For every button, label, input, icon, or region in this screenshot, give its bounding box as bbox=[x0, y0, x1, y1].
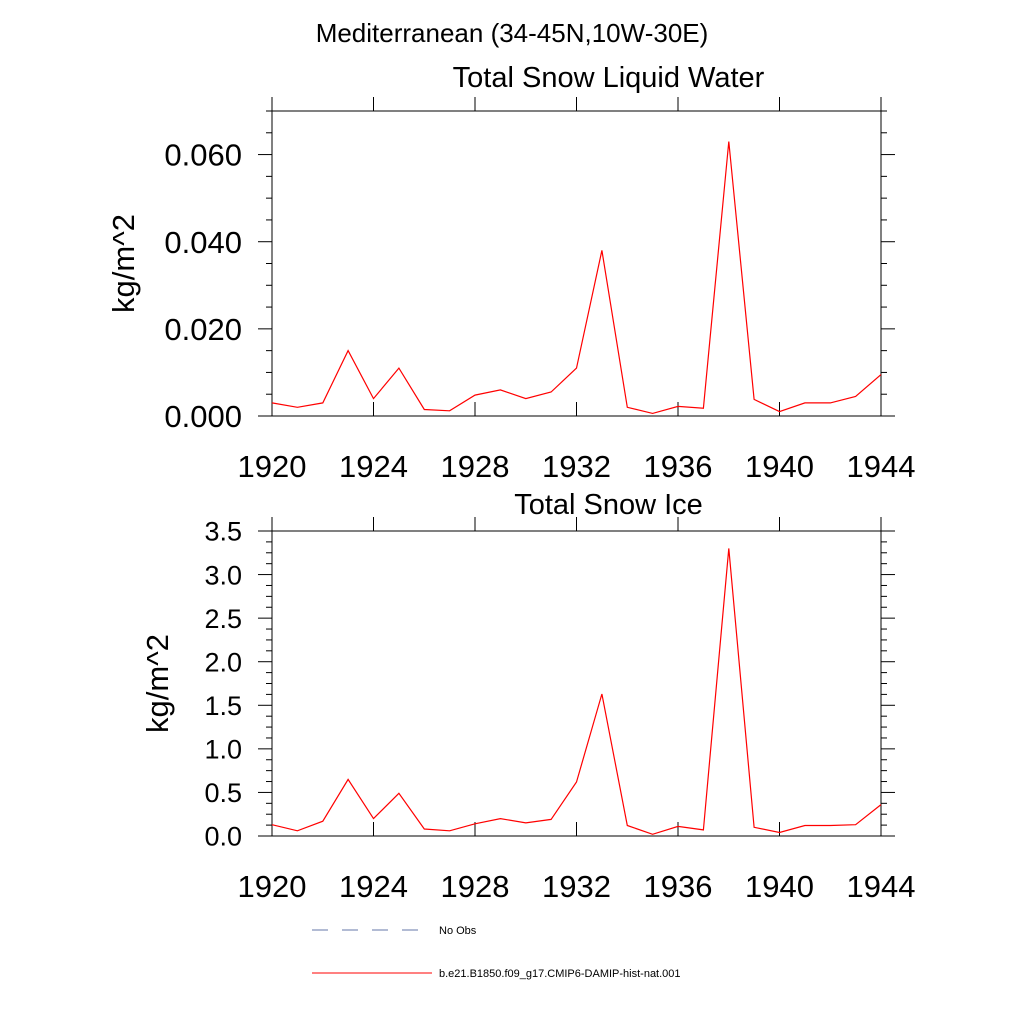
x-tick-label: 1924 bbox=[339, 869, 408, 904]
x-tick-label: 1944 bbox=[847, 449, 916, 484]
chart-title: Total Snow Liquid Water bbox=[453, 62, 765, 94]
plot-frame bbox=[271, 530, 882, 837]
x-tick-label: 1928 bbox=[441, 869, 510, 904]
snow-liquid-water-panel: Total Snow Liquid Water kg/m^2 1920 1924 192… bbox=[106, 62, 915, 484]
x-tick-label: 1932 bbox=[542, 869, 611, 904]
plot-frame bbox=[271, 110, 882, 417]
y-tick-label: 0.020 bbox=[164, 312, 242, 347]
x-tick-label: 1932 bbox=[542, 449, 611, 484]
x-tick-label: 1936 bbox=[644, 869, 713, 904]
y-tick-label: 0.060 bbox=[164, 138, 242, 173]
y-tick-label: 0.5 bbox=[204, 778, 242, 808]
y-tick-label: 0.000 bbox=[164, 399, 242, 434]
x-tick-label: 1940 bbox=[745, 869, 814, 904]
snow-ice-panel: Total Snow Ice kg/m^2 1920 1924 1928 1932 1936… bbox=[140, 489, 915, 904]
series-line bbox=[271, 548, 882, 835]
legend: No Obs b.e21.B1850.f09_g17.CMIP6-DAMIP-h… bbox=[312, 925, 681, 980]
legend-label-model: b.e21.B1850.f09_g17.CMIP6-DAMIP-hist-nat… bbox=[439, 968, 681, 980]
x-tick-label: 1924 bbox=[339, 449, 408, 484]
y-axis-label: kg/m^2 bbox=[140, 634, 175, 733]
y-tick-label: 1.5 bbox=[204, 691, 242, 721]
y-tick-label: 2.0 bbox=[204, 647, 242, 677]
y-tick-label: 3.5 bbox=[204, 517, 242, 547]
y-tick-label: 3.0 bbox=[204, 560, 242, 590]
y-tick-label: 2.5 bbox=[204, 604, 242, 634]
x-tick-label: 1928 bbox=[441, 449, 510, 484]
x-tick-label: 1936 bbox=[644, 449, 713, 484]
x-tick-label: 1920 bbox=[238, 449, 307, 484]
legend-label-no-obs: No Obs bbox=[439, 925, 477, 937]
y-axis-label: kg/m^2 bbox=[106, 214, 141, 313]
y-tick-label: 0.040 bbox=[164, 225, 242, 260]
y-tick-label: 0.0 bbox=[204, 822, 242, 852]
x-tick-label: 1940 bbox=[745, 449, 814, 484]
x-tick-label: 1944 bbox=[847, 869, 916, 904]
series-line bbox=[271, 141, 882, 415]
figure-title: Mediterranean (34-45N,10W-30E) bbox=[316, 18, 709, 48]
chart-title: Total Snow Ice bbox=[514, 489, 703, 521]
y-tick-label: 1.0 bbox=[204, 735, 242, 765]
x-tick-label: 1920 bbox=[238, 869, 307, 904]
